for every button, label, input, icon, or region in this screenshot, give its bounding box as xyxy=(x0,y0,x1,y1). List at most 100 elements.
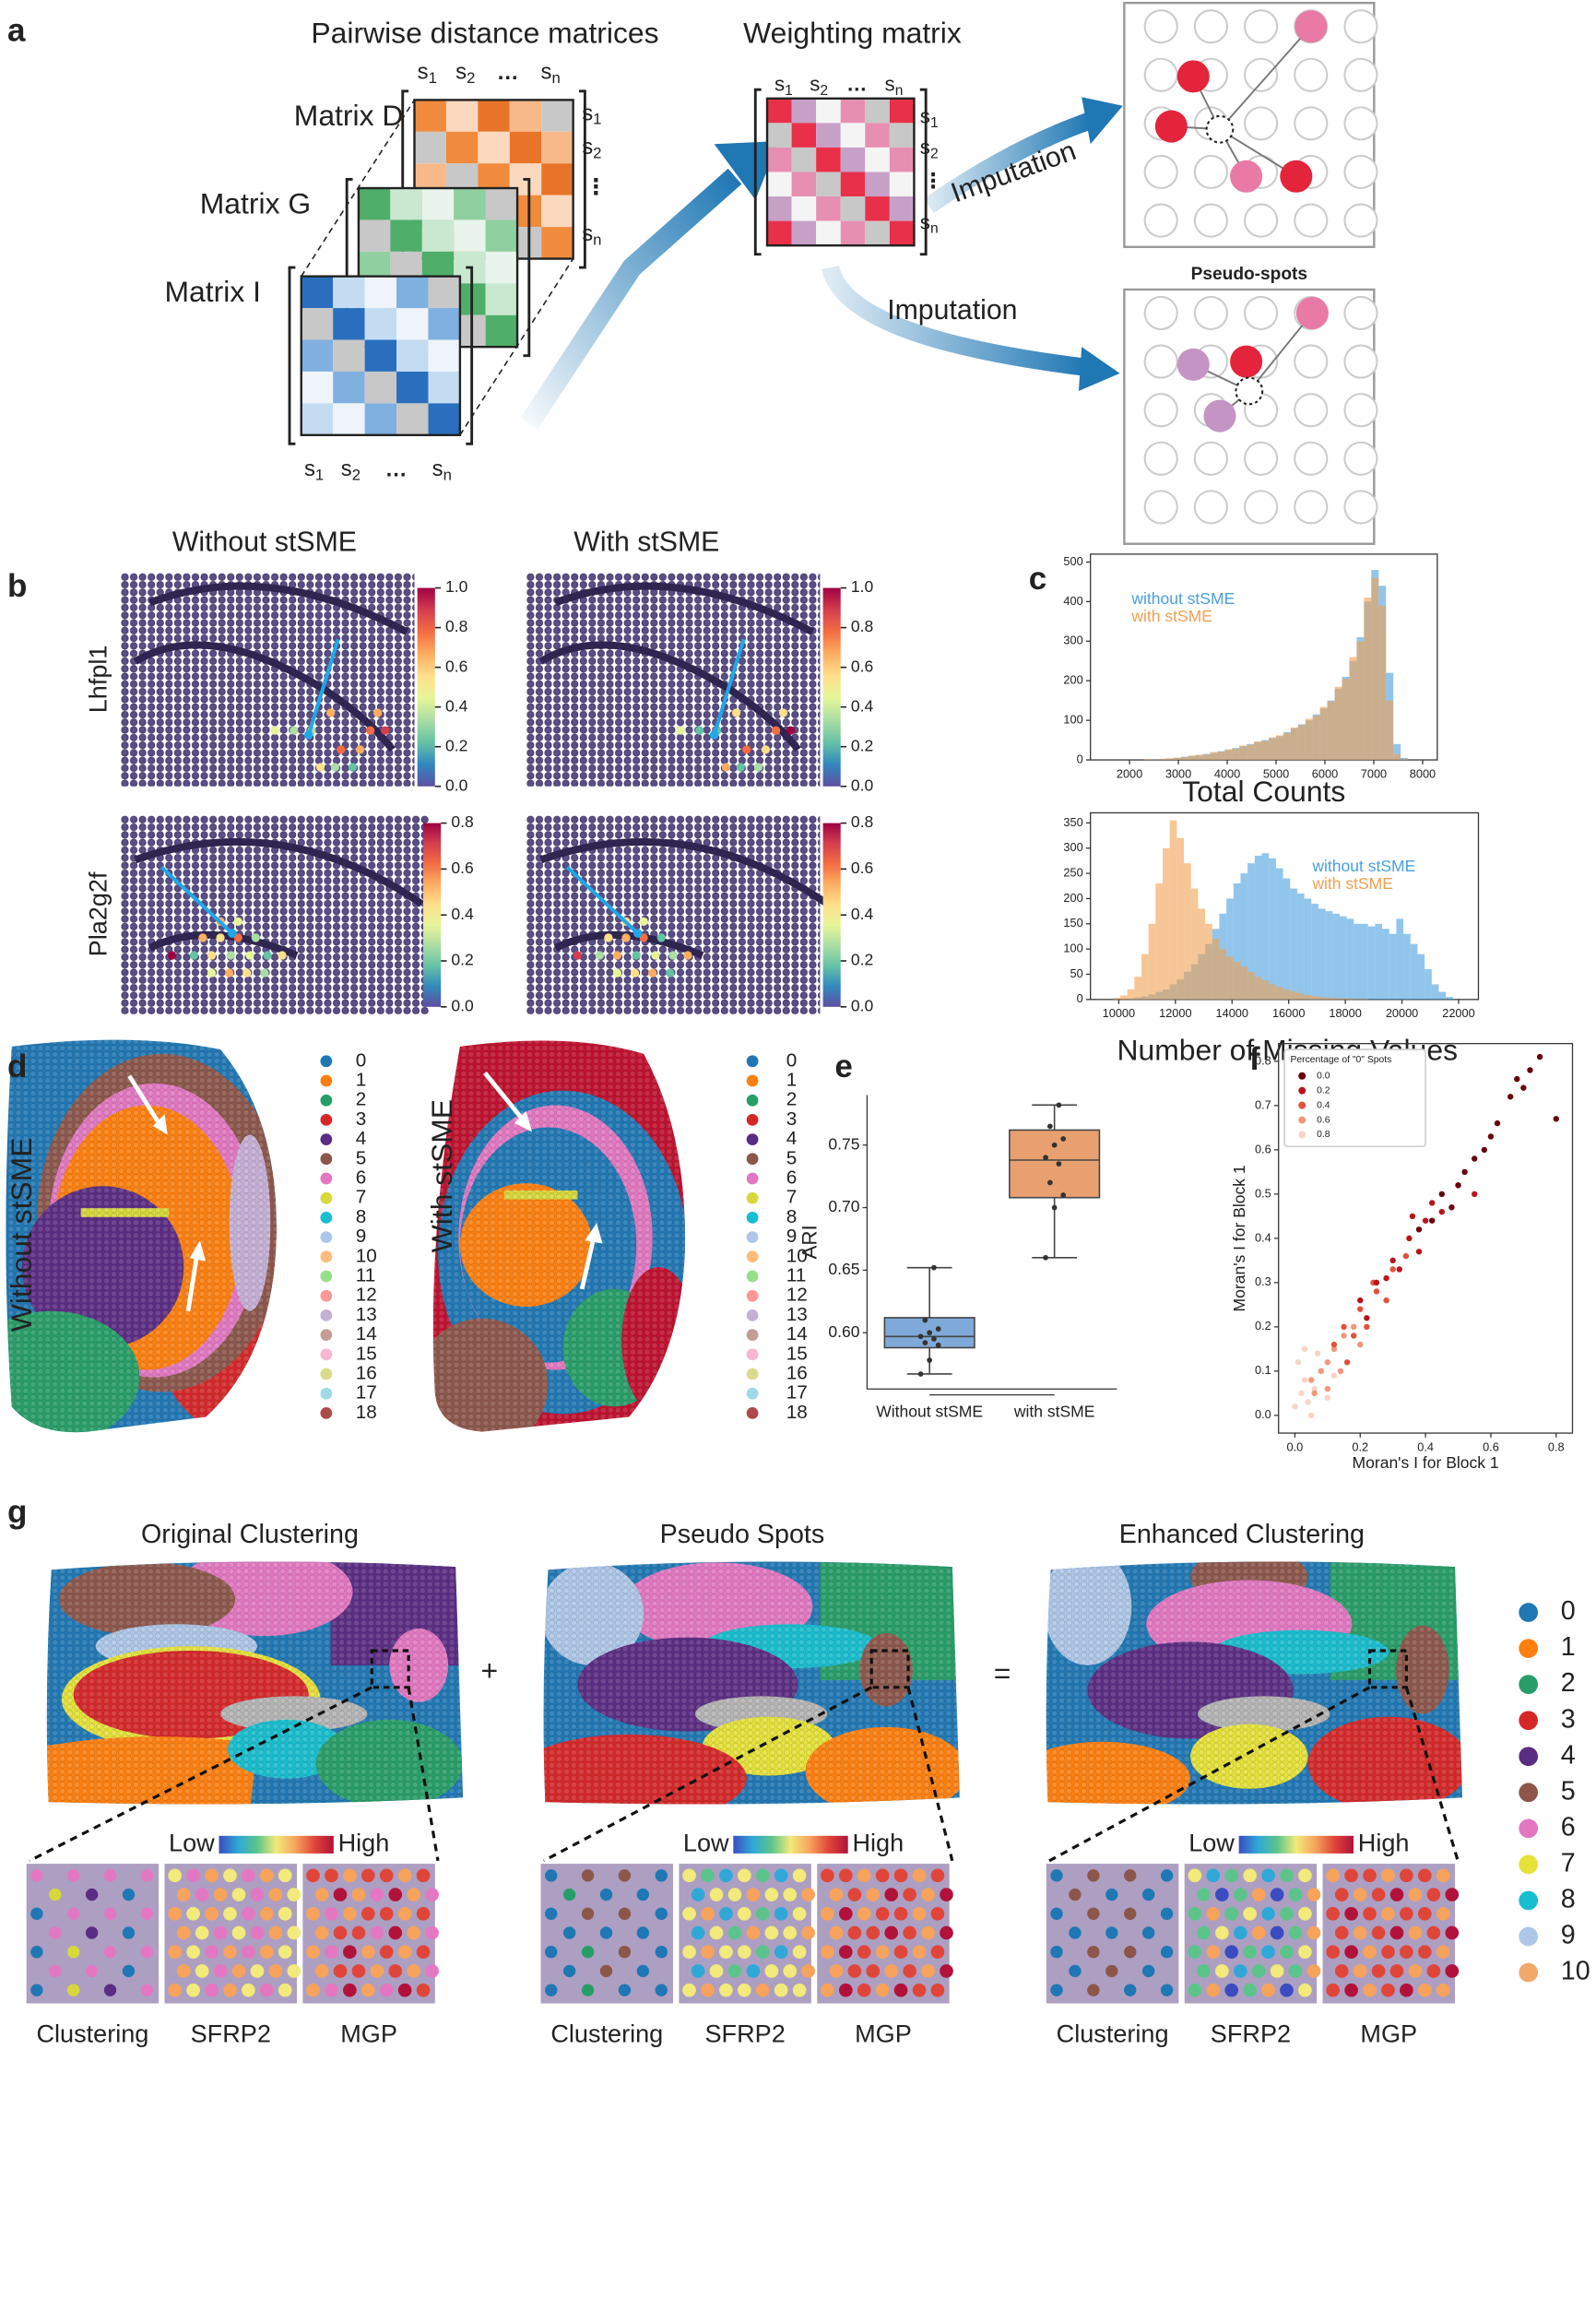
tissue-d1 xyxy=(6,1039,277,1433)
inset-spot xyxy=(709,1888,724,1901)
matrix-cell xyxy=(791,123,817,148)
spot xyxy=(1343,295,1378,331)
point xyxy=(1364,1323,1370,1331)
ellipsis: ⋮ xyxy=(923,170,943,193)
matrix-cell xyxy=(396,276,429,309)
inset-spot xyxy=(1288,1888,1303,1901)
inset-spot xyxy=(545,1907,558,1920)
inset-spot xyxy=(581,1946,595,1959)
histogram-bar xyxy=(1425,969,1432,1000)
inset-label: Clustering xyxy=(1057,2020,1169,2048)
y-tick-label: 350 xyxy=(1063,815,1082,829)
point xyxy=(1043,1254,1048,1261)
inset-spot xyxy=(737,1983,751,1997)
inset-spot xyxy=(774,1945,788,1960)
inset-spot xyxy=(30,1946,43,1959)
inset-spot xyxy=(912,1906,927,1921)
point xyxy=(1373,1279,1380,1286)
histogram-bar xyxy=(1339,916,1347,1000)
matrix-cell xyxy=(816,172,841,197)
inset-spot xyxy=(343,1945,357,1960)
inset-spot xyxy=(140,1984,154,1996)
inset-spot xyxy=(783,1888,798,1901)
inset-spot xyxy=(242,1945,255,1960)
inset-spot xyxy=(314,1925,329,1940)
expression-spot xyxy=(216,933,225,942)
ellipsis: … xyxy=(385,456,408,481)
spatial-image xyxy=(120,573,415,787)
histogram-bar xyxy=(1247,744,1255,761)
histogram-bar xyxy=(1169,820,1177,1000)
legend-label: 10 xyxy=(1561,1957,1590,1986)
inset-spot xyxy=(168,1983,183,1997)
colorbar-tick-label: 0.2 xyxy=(445,736,467,754)
colorbar-tick-label: 0.2 xyxy=(851,736,873,754)
zoom-box xyxy=(370,1649,410,1689)
point xyxy=(1472,1191,1478,1198)
x-tick-label: 22000 xyxy=(1442,1006,1474,1020)
histogram-bar xyxy=(1134,977,1141,1000)
spot-letter: s xyxy=(885,72,895,95)
inset-spot xyxy=(168,1945,183,1960)
inset-spot xyxy=(1160,1946,1174,1959)
colorbar-tick-label: 1.0 xyxy=(445,577,468,596)
inset-spot xyxy=(1233,1888,1247,1901)
matrix-cell xyxy=(767,196,792,221)
inset-spot xyxy=(1436,1906,1450,1921)
histogram-bar xyxy=(1296,993,1305,1000)
y-tick-label: 200 xyxy=(1063,891,1082,905)
matrix-cell xyxy=(791,147,817,172)
inset-spot xyxy=(388,1888,403,1901)
histogram-bar xyxy=(1431,984,1439,1000)
inset-spot xyxy=(361,1983,375,1997)
expression-spot xyxy=(612,968,622,977)
arrow xyxy=(822,265,1089,376)
inset-spot xyxy=(737,1868,751,1883)
inset-spot xyxy=(1224,1983,1239,1997)
x-tick-label: 10000 xyxy=(1103,1006,1135,1020)
matrix-cell xyxy=(333,339,365,372)
column-title: With stSME xyxy=(573,527,719,558)
point xyxy=(1438,1208,1446,1215)
point xyxy=(1415,1226,1423,1233)
x-tick-label: 0.4 xyxy=(1417,1439,1434,1453)
histogram-bar xyxy=(1269,984,1276,1000)
matrix-cell xyxy=(364,403,397,435)
y-tick-label: 0.1 xyxy=(1255,1363,1271,1377)
expression-spot xyxy=(621,933,631,942)
spot xyxy=(1343,57,1378,92)
histogram-bar xyxy=(1318,908,1326,1000)
spot xyxy=(1193,295,1228,331)
tissue-original xyxy=(46,1561,464,1805)
point xyxy=(1330,1345,1338,1353)
inset-spot xyxy=(231,1925,246,1940)
expression-spot xyxy=(736,763,745,772)
point xyxy=(931,1336,937,1342)
inset-spot xyxy=(325,1868,338,1883)
legend-marker xyxy=(1519,1962,1539,1983)
point xyxy=(1494,1119,1501,1127)
y-tick-label: 50 xyxy=(1070,966,1083,980)
inset-spot xyxy=(893,1945,908,1960)
point xyxy=(1330,1372,1338,1379)
inset-spot xyxy=(682,1868,696,1883)
spot-letter: s xyxy=(774,72,785,95)
point xyxy=(1292,1404,1298,1410)
expression-spot xyxy=(630,968,640,977)
expression-spot xyxy=(731,708,741,717)
inset-spot xyxy=(268,1888,283,1901)
inset-spot xyxy=(682,1945,696,1960)
inset-spot xyxy=(1224,1906,1239,1921)
point xyxy=(1415,1249,1423,1255)
y-tick-label: 250 xyxy=(1063,865,1082,879)
matrix-cell xyxy=(840,98,866,124)
expression-spot xyxy=(676,726,685,735)
inset-spot xyxy=(801,1888,815,1901)
inset-spot xyxy=(1206,1906,1221,1921)
inset-spot xyxy=(1306,1888,1321,1901)
legend-marker xyxy=(746,1309,759,1321)
inset-spot xyxy=(857,1868,871,1883)
point xyxy=(1295,1359,1302,1366)
matrix-cell xyxy=(485,188,518,220)
